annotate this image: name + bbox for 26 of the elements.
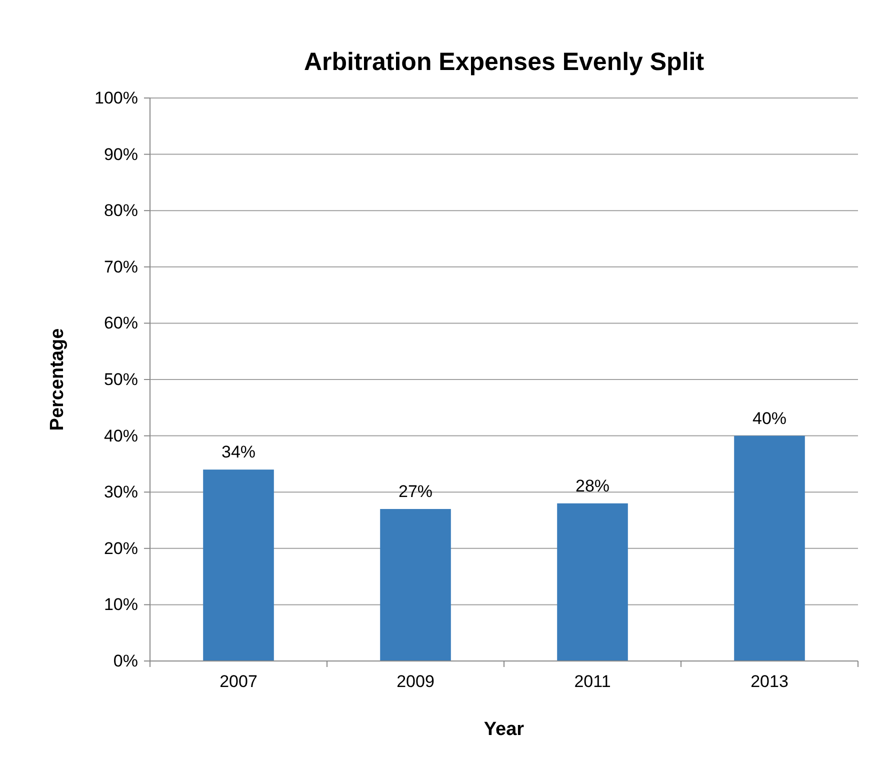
y-tick-label: 50%	[104, 370, 138, 389]
y-tick-label: 0%	[113, 651, 138, 670]
y-tick-label: 20%	[104, 538, 138, 558]
y-tick-label: 90%	[104, 144, 138, 164]
bar	[203, 470, 274, 661]
x-tick-label: 2013	[750, 672, 788, 692]
y-tick-label: 100%	[94, 88, 138, 108]
bar	[557, 503, 628, 661]
bar	[734, 436, 805, 661]
data-label: 28%	[575, 476, 610, 496]
y-tick-label: 40%	[104, 426, 138, 446]
y-axis-title: Percentage	[47, 328, 68, 431]
data-label: 27%	[398, 482, 433, 501]
bar	[380, 508, 451, 661]
y-tick-label: 80%	[104, 201, 138, 220]
x-axis-title: Year	[484, 719, 525, 740]
y-tick-label: 30%	[104, 482, 138, 502]
y-tick-label: 10%	[104, 595, 138, 614]
data-label: 40%	[752, 408, 787, 428]
chart-title: Arbitration Expenses Evenly Split	[304, 48, 705, 76]
y-tick-label: 60%	[104, 314, 138, 333]
y-tick-label: 70%	[104, 257, 138, 276]
x-tick-label: 2011	[574, 672, 611, 692]
x-tick-label: 2007	[220, 672, 258, 692]
x-tick-label: 2009	[396, 672, 434, 692]
data-label: 34%	[221, 442, 256, 462]
